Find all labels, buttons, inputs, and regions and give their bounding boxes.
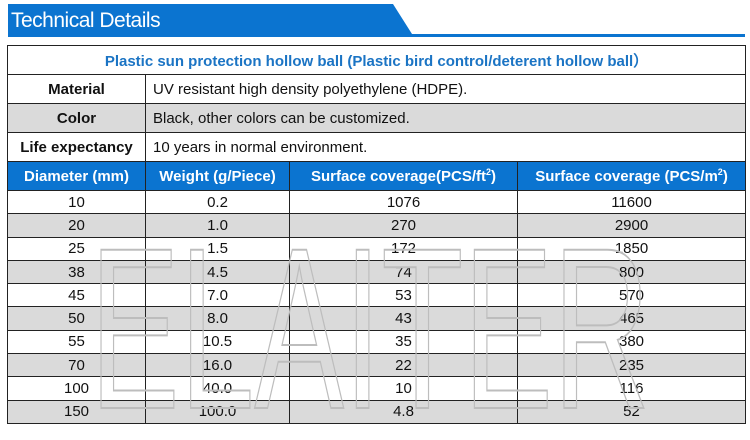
table-cell: 20 bbox=[7, 213, 146, 238]
table-cell: 25 bbox=[7, 236, 146, 261]
table-cell: 53 bbox=[289, 283, 518, 308]
property-label: Color bbox=[7, 103, 146, 133]
table-cell: 11600 bbox=[516, 189, 747, 215]
section-banner bbox=[8, 4, 745, 37]
table-cell: 2900 bbox=[516, 213, 747, 238]
table-cell: 22 bbox=[289, 353, 518, 378]
table-cell: 465 bbox=[516, 306, 747, 331]
table-cell: 35 bbox=[289, 329, 518, 355]
table-cell: 100 bbox=[7, 376, 146, 401]
column-header: Weight (g/Piece) bbox=[145, 161, 290, 191]
table-row: 20 1.0 270 2900 bbox=[7, 213, 747, 238]
column-header: Surface coverage(PCS/ft2) bbox=[289, 161, 518, 191]
table-cell: 55 bbox=[7, 329, 146, 355]
table-row: 38 4.5 74 800 bbox=[7, 259, 747, 285]
table-cell: 50 bbox=[7, 306, 146, 331]
table-cell: 172 bbox=[289, 236, 518, 261]
table-cell: 8.0 bbox=[145, 306, 290, 331]
table-row: 45 7.0 53 570 bbox=[7, 283, 747, 308]
table-cell: 74 bbox=[289, 259, 518, 285]
table-row: 70 16.0 22 235 bbox=[7, 353, 747, 378]
property-label: Life expectancy bbox=[7, 132, 146, 162]
property-value: UV resistant high density polyethylene (… bbox=[144, 74, 747, 104]
table-row: 150 100.0 4.8 52 bbox=[7, 399, 747, 424]
table-cell: 235 bbox=[516, 353, 747, 378]
table-cell: 43 bbox=[289, 306, 518, 331]
column-header: Surface coverage (PCS/m2) bbox=[516, 161, 747, 191]
table-cell: 10 bbox=[289, 376, 518, 401]
property-value: 10 years in normal environment. bbox=[144, 132, 747, 162]
property-label: Material bbox=[7, 74, 146, 104]
table-cell: 10 bbox=[7, 189, 146, 215]
table-cell: 1850 bbox=[516, 236, 747, 261]
table-cell: 52 bbox=[516, 399, 747, 424]
table-cell: 0.2 bbox=[145, 189, 290, 215]
table-row: 50 8.0 43 465 bbox=[7, 306, 747, 331]
table-cell: 38 bbox=[7, 259, 146, 285]
table-cell: 800 bbox=[516, 259, 747, 285]
table-cell: 1.0 bbox=[145, 213, 290, 238]
spec-table: Plastic sun protection hollow ball (Plas… bbox=[6, 45, 747, 424]
property-value: Black, other colors can be customized. bbox=[144, 103, 747, 133]
column-header-row: Diameter (mm) Weight (g/Piece) Surface c… bbox=[7, 161, 747, 191]
table-cell: 1076 bbox=[289, 189, 518, 215]
table-cell: 40.0 bbox=[145, 376, 290, 401]
table-row: 100 40.0 10 116 bbox=[7, 376, 747, 401]
table-cell: 4.8 bbox=[289, 399, 518, 424]
table-cell: 116 bbox=[516, 376, 747, 401]
table-row: 10 0.2 1076 11600 bbox=[7, 189, 747, 215]
table-cell: 10.5 bbox=[145, 329, 290, 355]
table-cell: 380 bbox=[516, 329, 747, 355]
table-cell: 70 bbox=[7, 353, 146, 378]
column-header: Diameter (mm) bbox=[7, 161, 146, 191]
table-cell: 100.0 bbox=[145, 399, 290, 424]
table-cell: 16.0 bbox=[145, 353, 290, 378]
property-row: Life expectancy 10 years in normal enviro… bbox=[7, 132, 747, 162]
table-cell: 45 bbox=[7, 283, 146, 308]
table-cell: 7.0 bbox=[145, 283, 290, 308]
section-title: Technical Details bbox=[11, 9, 161, 32]
table-row: 25 1.5 172 1850 bbox=[7, 236, 747, 261]
product-title: Plastic sun protection hollow ball (Plas… bbox=[6, 45, 747, 75]
property-row: Color Black, other colors can be customiz… bbox=[7, 103, 747, 133]
table-cell: 4.5 bbox=[145, 259, 290, 285]
property-row: Material UV resistant high density polyet… bbox=[7, 74, 747, 104]
table-cell: 270 bbox=[289, 213, 518, 238]
table-row: 55 10.5 35 380 bbox=[7, 329, 747, 355]
table-cell: 150 bbox=[7, 399, 146, 424]
table-cell: 1.5 bbox=[145, 236, 290, 261]
table-cell: 570 bbox=[516, 283, 747, 308]
